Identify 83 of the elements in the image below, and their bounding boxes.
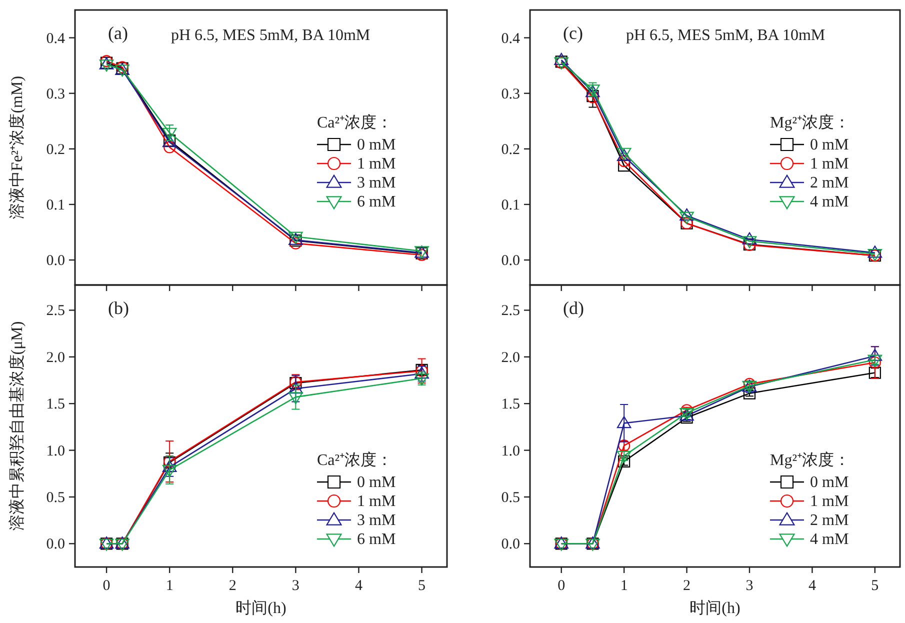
legend-label: 1 mM — [357, 493, 396, 510]
annotation: (c) — [563, 23, 583, 43]
y-tick-label: 1.5 — [501, 396, 520, 413]
x-tick-label: 4 — [354, 578, 363, 594]
point — [554, 52, 569, 65]
annotation: (a) — [108, 23, 128, 43]
annotation: pH 6.5, MES 5mM, BA 10mM — [171, 27, 370, 44]
point — [162, 128, 177, 140]
y-tick-label: 0.0 — [46, 253, 65, 269]
annotation: (b) — [108, 298, 129, 318]
y-tick-label: 2.0 — [501, 350, 520, 366]
point — [162, 460, 177, 472]
point — [618, 160, 630, 172]
legend-label: 2 mM — [810, 174, 849, 192]
legend-label: 4 mM — [810, 531, 849, 548]
x-axis-title: 时间(h) — [690, 599, 740, 617]
y-tick-label: 0.0 — [501, 253, 520, 269]
y-tick-label: 0.4 — [501, 30, 520, 47]
y-tick-label: 0.0 — [501, 536, 520, 553]
y-tick-label: 0.0 — [46, 536, 65, 553]
legend-label: 1 mM — [357, 156, 396, 172]
legend-label: 3 mM — [357, 174, 396, 192]
x-tick-label: 5 — [871, 578, 879, 594]
point — [868, 348, 882, 361]
x-tick-label: 0 — [558, 578, 566, 594]
y-tick-label: 0.1 — [501, 197, 520, 214]
legend-label: 3 mM — [357, 512, 396, 529]
y-tick-label: 0.3 — [501, 86, 520, 102]
x-tick-label: 2 — [228, 578, 236, 594]
y-tick-label: 0.3 — [46, 86, 65, 102]
legend-title: Mg²⁺浓度： — [770, 114, 850, 132]
point — [680, 208, 694, 221]
legend-label: 0 mM — [357, 136, 396, 154]
legend-label: 1 mM — [810, 493, 849, 510]
y-tick-label: 1.0 — [46, 443, 65, 460]
legend-title: Mg²⁺浓度： — [770, 451, 850, 469]
legend-label: 1 mM — [810, 156, 849, 172]
point — [288, 382, 303, 394]
x-tick-label: 1 — [620, 578, 628, 594]
y-tick-label: 0.4 — [46, 30, 66, 47]
x-tick-label: 0 — [102, 578, 110, 594]
y-tick-label: 0.2 — [46, 142, 65, 158]
legend-title: Ca²⁺浓度： — [317, 451, 393, 469]
point — [618, 155, 630, 168]
x-axis-title: 时间(h) — [236, 599, 286, 617]
y-axis-title: 溶液中累积羟自由基浓度(μM) — [8, 321, 26, 531]
y-tick-label: 0.1 — [46, 197, 65, 214]
x-tick-label: 3 — [746, 578, 754, 594]
point — [162, 464, 177, 478]
legend-label: 6 mM — [357, 194, 396, 210]
point — [288, 392, 303, 404]
point — [868, 246, 882, 258]
annotation: (d) — [563, 298, 584, 318]
y-tick-label: 1.0 — [501, 443, 520, 460]
y-tick-label: 1.5 — [46, 396, 65, 413]
y-tick-label: 0.5 — [501, 490, 520, 506]
y-tick-label: 0.5 — [46, 490, 65, 506]
legend-label: 6 mM — [357, 531, 396, 548]
point — [164, 141, 176, 154]
point — [99, 59, 114, 72]
point — [618, 440, 630, 452]
y-axis-title: 溶液中Fe²⁺浓度(mM) — [8, 76, 26, 220]
x-tick-label: 5 — [418, 578, 426, 594]
legend-label: 0 mM — [810, 474, 849, 491]
x-tick-label: 3 — [292, 578, 300, 594]
point — [742, 232, 757, 244]
legend-label: 0 mM — [357, 474, 396, 491]
legend-label: 4 mM — [810, 194, 849, 210]
y-tick-label: 0.2 — [501, 142, 520, 158]
x-tick-label: 4 — [808, 578, 816, 594]
legend-label: 2 mM — [810, 512, 849, 529]
point — [680, 212, 694, 224]
legend-title: Ca²⁺浓度： — [317, 114, 393, 132]
annotation: pH 6.5, MES 5mM, BA 10mM — [626, 27, 826, 44]
y-tick-label: 2.0 — [46, 350, 65, 366]
x-tick-label: 2 — [683, 578, 691, 594]
legend-label: 0 mM — [810, 136, 849, 154]
point — [743, 387, 756, 400]
y-tick-label: 2.5 — [46, 303, 65, 320]
x-tick-label: 1 — [166, 578, 174, 594]
point — [616, 416, 632, 428]
y-tick-label: 2.5 — [501, 303, 520, 320]
point — [290, 237, 302, 250]
